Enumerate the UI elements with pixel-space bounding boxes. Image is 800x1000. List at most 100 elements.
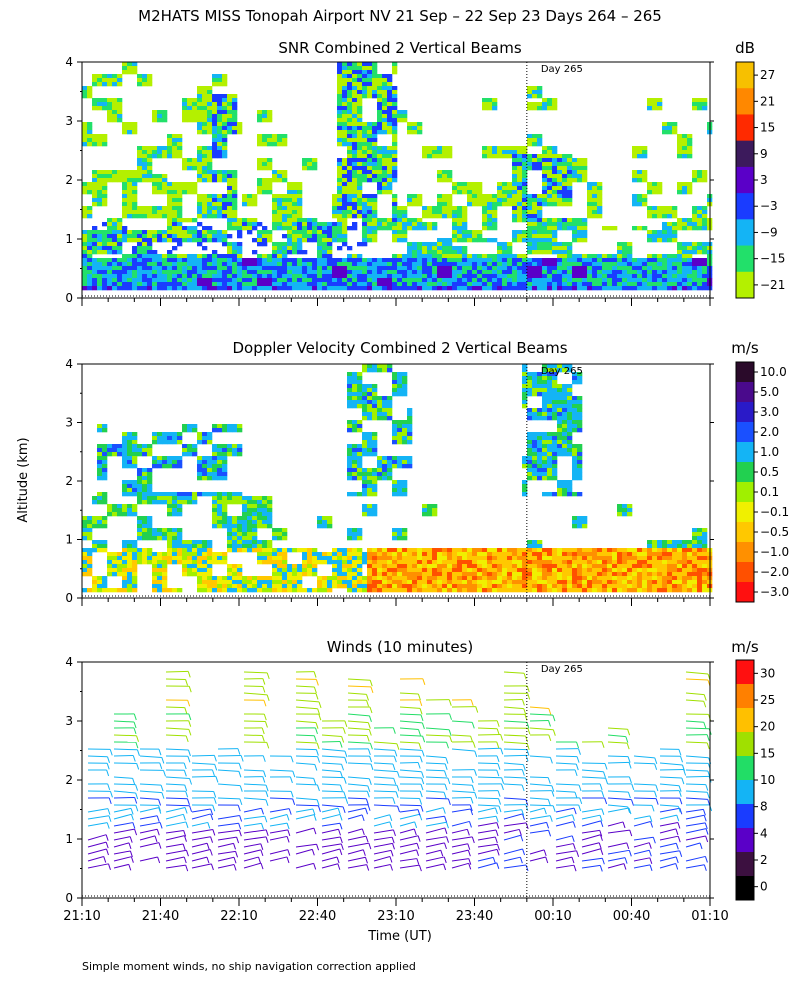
snr-cell bbox=[92, 262, 98, 267]
snr-cell bbox=[232, 130, 238, 135]
snr-cell bbox=[502, 254, 508, 259]
doppler-cell bbox=[367, 504, 373, 509]
doppler-cell bbox=[377, 416, 383, 421]
doppler-cell bbox=[382, 556, 388, 561]
snr-cell bbox=[272, 134, 278, 139]
snr-cell bbox=[542, 274, 548, 279]
doppler-cell bbox=[407, 420, 413, 425]
snr-cell bbox=[642, 174, 648, 179]
doppler-cell bbox=[82, 552, 88, 557]
snr-cell bbox=[577, 178, 583, 183]
doppler-cell bbox=[147, 496, 153, 501]
snr-cell bbox=[302, 166, 308, 171]
snr-cell bbox=[182, 266, 188, 271]
snr-cell bbox=[407, 262, 413, 267]
snr-cell bbox=[162, 282, 168, 287]
doppler-cell bbox=[402, 460, 408, 465]
snr-cell bbox=[177, 230, 183, 235]
snr-cell bbox=[517, 206, 523, 211]
doppler-cell bbox=[207, 436, 213, 441]
snr-cell bbox=[442, 146, 448, 151]
doppler-cell bbox=[417, 572, 423, 577]
snr-cell bbox=[197, 86, 203, 91]
snr-cell bbox=[697, 102, 703, 107]
doppler-cell bbox=[202, 580, 208, 585]
doppler-cell bbox=[362, 556, 368, 561]
snr-cell bbox=[267, 182, 273, 187]
snr-cell bbox=[222, 286, 228, 291]
doppler-cell bbox=[352, 472, 358, 477]
snr-cell bbox=[567, 170, 573, 175]
doppler-cell bbox=[332, 560, 338, 565]
snr-cell bbox=[542, 194, 548, 199]
snr-cell bbox=[127, 182, 133, 187]
snr-cell bbox=[552, 98, 558, 103]
snr-cell bbox=[527, 278, 533, 283]
snr-cell bbox=[522, 282, 528, 287]
snr-cell bbox=[292, 218, 298, 223]
snr-cell bbox=[632, 226, 638, 231]
snr-cell bbox=[297, 262, 303, 267]
snr-cell bbox=[532, 262, 538, 267]
snr-cell bbox=[92, 178, 98, 183]
snr-cell bbox=[667, 234, 673, 239]
doppler-cell bbox=[437, 580, 443, 585]
snr-cell bbox=[217, 254, 223, 259]
doppler-cell bbox=[162, 432, 168, 437]
snr-cell bbox=[247, 202, 253, 207]
snr-cell bbox=[357, 134, 363, 139]
snr-cell bbox=[117, 234, 123, 239]
snr-cell bbox=[112, 274, 118, 279]
snr-cell bbox=[82, 238, 88, 243]
doppler-heatmap bbox=[82, 364, 713, 593]
snr-cell bbox=[297, 274, 303, 279]
doppler-cell bbox=[137, 476, 143, 481]
snr-cell bbox=[197, 122, 203, 127]
doppler-cell bbox=[367, 400, 373, 405]
doppler-cell bbox=[127, 540, 133, 545]
doppler-cell bbox=[97, 444, 103, 449]
doppler-cell bbox=[282, 528, 288, 533]
snr-cell bbox=[222, 122, 228, 127]
doppler-cell bbox=[242, 576, 248, 581]
snr-cell bbox=[147, 266, 153, 271]
doppler-cell bbox=[227, 540, 233, 545]
snr-cell bbox=[132, 270, 138, 275]
snr-cell bbox=[557, 154, 563, 159]
snr-cell bbox=[367, 142, 373, 147]
snr-cell bbox=[357, 166, 363, 171]
snr-cell bbox=[497, 146, 503, 151]
doppler-cell bbox=[362, 432, 368, 437]
snr-cell bbox=[447, 238, 453, 243]
snr-cell bbox=[237, 274, 243, 279]
doppler-cell bbox=[112, 588, 118, 593]
snr-cell bbox=[117, 118, 123, 123]
snr-cell bbox=[297, 190, 303, 195]
snr-cell bbox=[307, 278, 313, 283]
snr-cell bbox=[252, 238, 258, 243]
snr-cell bbox=[442, 202, 448, 207]
snr-cell bbox=[702, 218, 708, 223]
snr-cell bbox=[487, 270, 493, 275]
snr-cell bbox=[502, 262, 508, 267]
doppler-cell bbox=[217, 552, 223, 557]
doppler-cell bbox=[262, 540, 268, 545]
snr-cell bbox=[522, 182, 528, 187]
snr-cell bbox=[212, 130, 218, 135]
snr-cell bbox=[387, 130, 393, 135]
doppler-cell bbox=[252, 520, 258, 525]
snr-cell bbox=[687, 218, 693, 223]
doppler-cell bbox=[92, 584, 98, 589]
snr-cell bbox=[447, 210, 453, 215]
doppler-cell bbox=[142, 444, 148, 449]
snr-cell bbox=[197, 286, 203, 291]
doppler-cell bbox=[362, 504, 368, 509]
snr-cell bbox=[207, 118, 213, 123]
snr-cell bbox=[332, 282, 338, 287]
doppler-cell bbox=[142, 516, 148, 521]
doppler-cell bbox=[432, 584, 438, 589]
snr-cell bbox=[462, 258, 468, 263]
snr-cell bbox=[537, 162, 543, 167]
snr-cell bbox=[122, 270, 128, 275]
doppler-cell bbox=[192, 572, 198, 577]
